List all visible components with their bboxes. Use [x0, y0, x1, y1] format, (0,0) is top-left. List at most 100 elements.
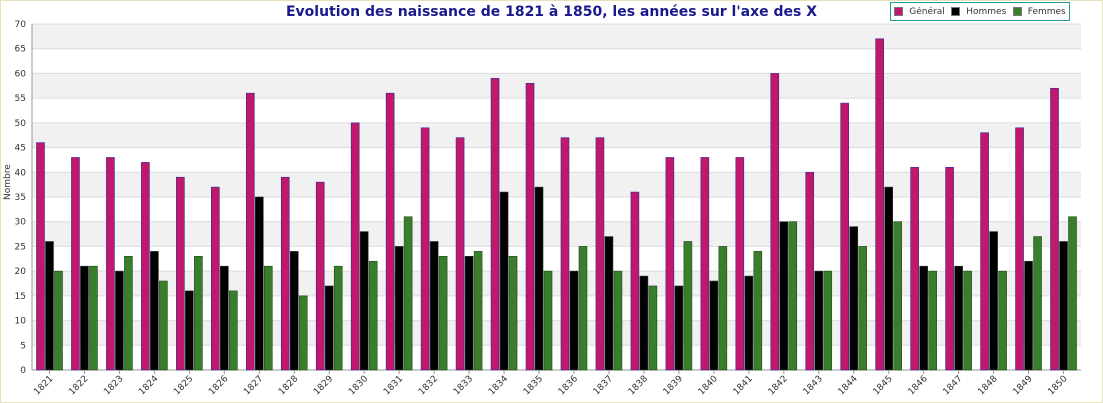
- bar-femmes-1837: [613, 270, 623, 371]
- bar-gnral-1845: [875, 38, 884, 371]
- bar-gnral-1829: [315, 181, 325, 371]
- bar-femmes-1836: [578, 246, 588, 371]
- bar-hommes-1826: [220, 265, 229, 371]
- y-tick-label: 50: [15, 119, 27, 129]
- y-tick-label: 10: [15, 317, 27, 327]
- bar-hommes-1841: [744, 275, 754, 371]
- bar-hommes-1835: [534, 186, 544, 371]
- legend-label-general: Général: [909, 6, 945, 17]
- grid-band: [32, 271, 1081, 296]
- grid-band: [32, 172, 1081, 197]
- bar-femmes-1840: [718, 246, 728, 371]
- bar-femmes-1822: [89, 265, 98, 371]
- x-tick-label: 1837: [592, 374, 615, 397]
- x-tick-label: 1841: [732, 374, 755, 397]
- bar-femmes-1829: [333, 265, 343, 371]
- bar-hommes-1834: [499, 191, 509, 371]
- bar-hommes-1850: [1059, 241, 1068, 371]
- bar-gnral-1822: [71, 157, 80, 371]
- y-tick-label: 25: [15, 242, 26, 252]
- x-tick-label: 1842: [767, 374, 790, 397]
- chart-title: Evolution des naissance de 1821 à 1850, …: [285, 4, 818, 20]
- bar-hommes-1824: [150, 251, 159, 371]
- x-tick-label: 1847: [941, 374, 964, 397]
- bar-femmes-1831: [403, 216, 413, 371]
- bar-femmes-1849: [1033, 236, 1042, 371]
- bar-femmes-1839: [683, 241, 693, 371]
- bar-gnral-1832: [420, 127, 430, 371]
- x-tick-label: 1849: [1011, 374, 1034, 397]
- bar-gnral-1839: [665, 157, 675, 371]
- bar-femmes-1827: [263, 265, 273, 371]
- y-tick-label: 30: [15, 218, 27, 228]
- legend-swatch-hommes: [951, 7, 961, 16]
- bar-femmes-1835: [543, 270, 553, 371]
- y-tick-label: 40: [15, 168, 27, 178]
- x-tick-label: 1834: [487, 374, 510, 397]
- y-tick-label: 5: [20, 341, 26, 351]
- bar-gnral-1846: [910, 167, 919, 371]
- bar-femmes-1821: [54, 270, 63, 371]
- bar-gnral-1848: [980, 132, 989, 371]
- x-tick-label: 1839: [662, 374, 685, 397]
- x-tick-label: 1835: [522, 374, 545, 397]
- bar-gnral-1838: [630, 191, 640, 371]
- legend-item-femmes: Femmes: [1012, 7, 1066, 17]
- bar-gnral-1831: [385, 92, 395, 371]
- bar-femmes-1833: [473, 251, 483, 371]
- x-tick-label: 1845: [872, 374, 895, 397]
- bar-hommes-1839: [674, 285, 684, 371]
- y-tick-label: 35: [15, 193, 26, 203]
- bar-hommes-1832: [429, 241, 439, 371]
- bar-gnral-1836: [560, 137, 570, 371]
- bar-femmes-1846: [928, 270, 937, 371]
- grid-band: [32, 122, 1081, 148]
- bar-hommes-1845: [884, 186, 893, 371]
- bar-gnral-1844: [840, 102, 850, 371]
- bar-hommes-1825: [185, 290, 194, 371]
- bar-hommes-1843: [814, 270, 824, 371]
- legend-item-hommes: Hommes: [951, 7, 1006, 17]
- x-tick-label: 1846: [907, 374, 930, 397]
- bar-femmes-1828: [298, 295, 308, 371]
- y-tick-label: 45: [15, 144, 26, 154]
- y-tick-label: 20: [15, 267, 27, 277]
- bar-gnral-1843: [805, 171, 815, 371]
- bar-femmes-1834: [508, 256, 518, 371]
- x-tick-label: 1828: [277, 374, 300, 397]
- bar-gnral-1833: [455, 137, 465, 371]
- bar-femmes-1845: [893, 221, 902, 371]
- bar-gnral-1835: [525, 83, 535, 371]
- bar-hommes-1836: [569, 270, 579, 371]
- bar-femmes-1841: [753, 251, 763, 371]
- y-tick-label: 60: [15, 69, 27, 79]
- bar-femmes-1847: [963, 270, 972, 371]
- grid-band: [32, 73, 1081, 99]
- x-tick-label: 1826: [207, 374, 230, 397]
- bar-femmes-1850: [1068, 216, 1077, 371]
- bar-femmes-1848: [998, 270, 1007, 371]
- bar-femmes-1843: [823, 270, 833, 371]
- bar-hommes-1847: [954, 265, 963, 371]
- bar-femmes-1844: [858, 246, 868, 371]
- bar-gnral-1837: [595, 137, 605, 371]
- bar-gnral-1824: [141, 162, 150, 371]
- bar-hommes-1827: [254, 196, 264, 371]
- bar-gnral-1849: [1015, 127, 1024, 371]
- y-tick-label: 15: [15, 292, 26, 302]
- x-tick-label: 1838: [627, 374, 650, 397]
- y-tick-label: 0: [20, 366, 26, 376]
- x-tick-label: 1831: [382, 374, 405, 397]
- bar-hommes-1830: [359, 231, 369, 371]
- chart-legend: Général Hommes Femmes: [890, 2, 1070, 21]
- bar-femmes-1823: [124, 256, 133, 371]
- x-tick-label: 1830: [347, 374, 370, 397]
- bar-hommes-1829: [324, 285, 334, 371]
- bar-hommes-1837: [604, 236, 614, 371]
- x-tick-label: 1848: [976, 374, 999, 397]
- bar-hommes-1828: [289, 251, 299, 371]
- x-tick-label: 1821: [32, 374, 55, 397]
- y-tick-label: 65: [15, 45, 26, 55]
- bar-hommes-1844: [849, 226, 859, 371]
